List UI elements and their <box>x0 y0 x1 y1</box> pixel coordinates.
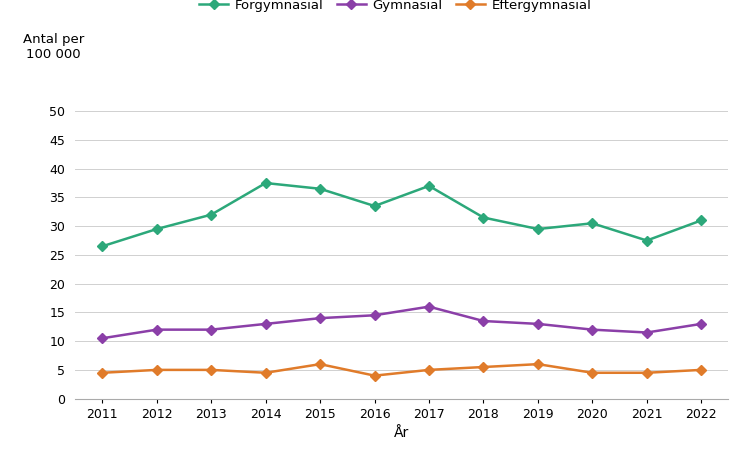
Text: Antal per
100 000: Antal per 100 000 <box>23 33 84 61</box>
Legend: Förgymnasial, Gymnasial, Eftergymnasial: Förgymnasial, Gymnasial, Eftergymnasial <box>199 0 591 12</box>
X-axis label: År: År <box>394 426 409 440</box>
